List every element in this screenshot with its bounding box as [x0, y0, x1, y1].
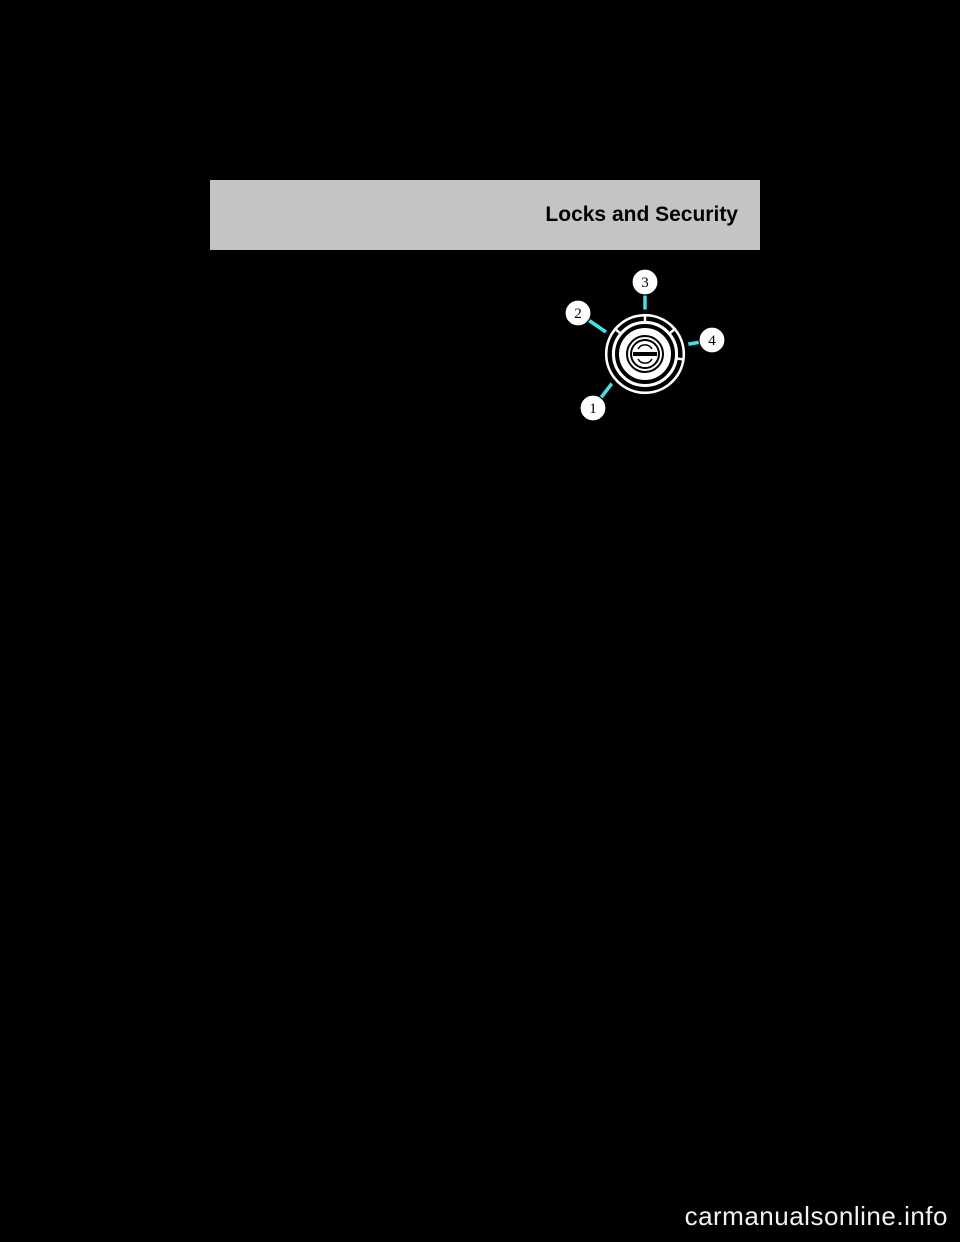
section-header: Locks and Security — [210, 180, 760, 250]
step-item: 9. Your new, unprogrammed key is now pro… — [232, 688, 738, 708]
list-item: Electronic devices on the key chain that… — [232, 964, 738, 1004]
manual-page: Locks and Security 1 2 3 4 To program a cod… — [210, 180, 760, 1060]
step-list-continued: 3. Turn the ignition to the 1 (LOCK) pos… — [232, 419, 738, 708]
svg-text:2: 2 — [574, 306, 582, 322]
step-list: 1. Insert the first previously programme… — [232, 288, 510, 409]
step-item: 2. Turn the ignition from the 1 (LOCK) p… — [232, 329, 510, 408]
page-content: 1 2 3 4 To program a coded key: 1. Insert t… — [210, 250, 760, 1027]
step-item: 1. Insert the first previously programme… — [232, 288, 510, 328]
note-body: The SecuriLock™ passive anti-theft syste… — [232, 877, 731, 933]
svg-text:4: 4 — [708, 333, 716, 349]
ignition-diagram: 1 2 3 4 — [520, 258, 750, 448]
list-item: Large metallic objects — [232, 940, 738, 960]
note-paragraph: Note: The SecuriLock™ passive anti-theft… — [232, 876, 738, 935]
intro-text: To program a coded key: — [232, 268, 510, 288]
step-item: 5. Turn the ignition from the 1 (LOCK) p… — [232, 502, 738, 542]
success-paragraph: If the programming procedure was success… — [232, 718, 738, 777]
step-item: 6. Turn the ignition to the 1 (LOCK) pos… — [232, 543, 738, 583]
step-item: 7. After three seconds but within twenty… — [232, 585, 738, 644]
svg-text:1: 1 — [589, 401, 597, 417]
page-number: 101 — [716, 1001, 739, 1021]
note-label: Note: — [232, 877, 267, 893]
list-item: A second key on the same key ring as the… — [232, 1007, 738, 1027]
step-item: 4. After three seconds but within ten se… — [232, 460, 738, 500]
interference-list: Large metallic objects Electronic devices… — [232, 940, 738, 1027]
section-title: Locks and Security — [545, 203, 738, 227]
failure-paragraph: If the programming procedure was not suc… — [232, 787, 738, 866]
svg-text:3: 3 — [641, 275, 649, 291]
step-item: 8. Turn the ignition from the 1 (LOCK) p… — [232, 646, 738, 686]
watermark: carmanualsonline.info — [685, 1201, 948, 1232]
